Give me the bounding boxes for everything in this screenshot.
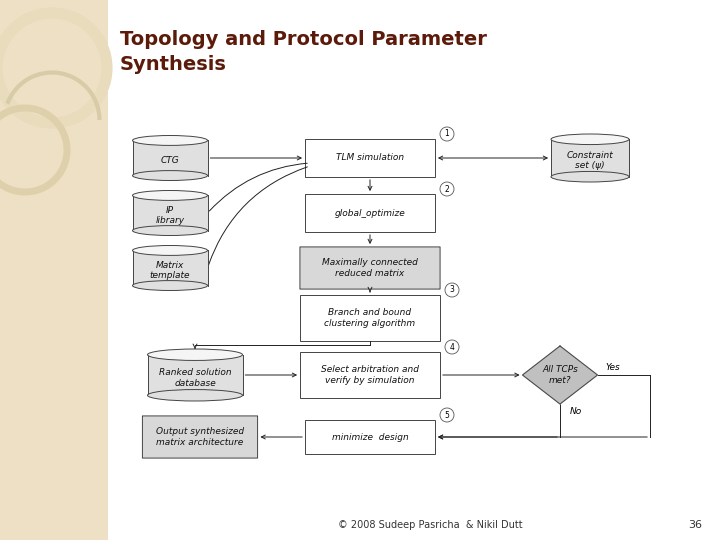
Text: Branch and bound
clustering algorithm: Branch and bound clustering algorithm [325, 308, 415, 328]
Ellipse shape [132, 136, 207, 145]
Bar [148, 355, 243, 395]
Text: IP
library: IP library [156, 206, 184, 225]
Text: TLM simulation: TLM simulation [336, 153, 404, 163]
Text: minimize  design: minimize design [332, 433, 408, 442]
Text: 3: 3 [449, 286, 454, 294]
Bar [0, 0, 108, 540]
Text: All TCPs
met?: All TCPs met? [542, 365, 578, 384]
Text: Constraint
set (ψ): Constraint set (ψ) [567, 151, 613, 170]
Bar [132, 140, 207, 176]
Text: CTG: CTG [161, 156, 179, 165]
Ellipse shape [132, 191, 207, 200]
FancyBboxPatch shape [143, 416, 258, 458]
Text: 2: 2 [445, 185, 449, 193]
Text: Topology and Protocol Parameter: Topology and Protocol Parameter [120, 30, 487, 49]
Ellipse shape [148, 349, 243, 360]
Ellipse shape [132, 281, 207, 291]
Circle shape [445, 283, 459, 297]
Ellipse shape [132, 171, 207, 180]
Bar [551, 139, 629, 177]
Bar [132, 195, 207, 231]
Ellipse shape [551, 171, 629, 182]
Circle shape [440, 408, 454, 422]
Text: Select arbitration and
verify by simulation: Select arbitration and verify by simulat… [321, 365, 419, 384]
Text: Yes: Yes [606, 362, 620, 372]
Bar [300, 295, 440, 341]
Bar [132, 251, 207, 286]
Text: global_optimize: global_optimize [335, 208, 405, 218]
Polygon shape [523, 346, 598, 404]
Circle shape [440, 127, 454, 141]
Text: No: No [570, 408, 582, 416]
Text: Output synthesized
matrix architecture: Output synthesized matrix architecture [156, 427, 244, 447]
FancyBboxPatch shape [300, 247, 440, 289]
Ellipse shape [551, 134, 629, 145]
Text: Ranked solution
database: Ranked solution database [158, 368, 231, 388]
Ellipse shape [132, 246, 207, 255]
Text: Synthesis: Synthesis [120, 55, 227, 74]
Bar [300, 352, 440, 398]
Text: © 2008 Sudeep Pasricha  & Nikil Dutt: © 2008 Sudeep Pasricha & Nikil Dutt [338, 520, 522, 530]
Text: Matrix
template: Matrix template [150, 261, 190, 280]
Ellipse shape [148, 389, 243, 401]
Text: 1: 1 [445, 130, 449, 138]
Ellipse shape [132, 226, 207, 235]
Text: 5: 5 [444, 410, 449, 420]
Bar [305, 139, 435, 177]
Text: 4: 4 [449, 342, 454, 352]
Circle shape [445, 340, 459, 354]
Text: Maximally connected
reduced matrix: Maximally connected reduced matrix [322, 258, 418, 278]
Bar [305, 194, 435, 232]
Text: 36: 36 [688, 520, 702, 530]
Bar [305, 420, 435, 454]
Circle shape [440, 182, 454, 196]
